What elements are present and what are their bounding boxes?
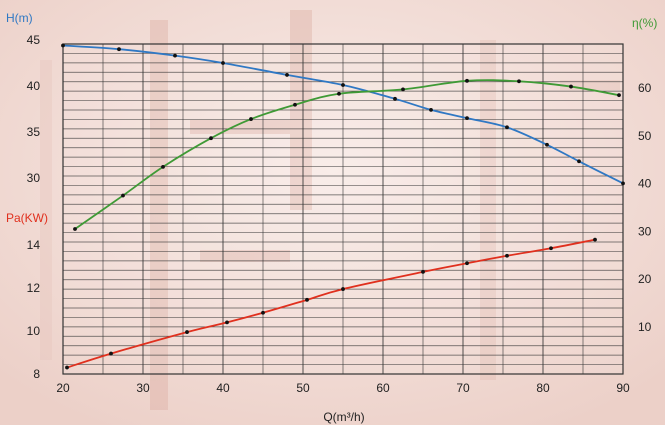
data-point-head: [545, 142, 549, 147]
data-point-efficiency: [73, 227, 77, 231]
data-point-efficiency: [569, 84, 573, 89]
data-point-efficiency: [121, 193, 125, 198]
data-point-head: [221, 61, 225, 65]
efficiency-tick-label: 50: [638, 129, 652, 143]
data-point-efficiency: [517, 79, 521, 84]
data-point-efficiency: [161, 164, 165, 169]
efficiency-tick-label: 20: [638, 272, 652, 286]
data-point-head: [621, 181, 625, 186]
x-tick-label: 30: [136, 381, 150, 395]
series-line-efficiency: [74, 79, 620, 230]
data-point-head: [505, 125, 509, 130]
data-point-power: [109, 351, 113, 356]
data-point-head: [393, 96, 397, 101]
data-point-efficiency: [465, 78, 469, 83]
data-point-efficiency: [209, 136, 213, 141]
x-tick-label: 80: [536, 381, 550, 395]
power-tick-label: 12: [27, 281, 41, 295]
head-tick-label: 40: [27, 79, 41, 93]
data-point-power: [185, 330, 189, 334]
data-point-power: [65, 365, 69, 370]
data-point-power: [261, 310, 265, 315]
data-point-head: [61, 43, 65, 48]
x-tick-label: 40: [216, 381, 230, 395]
data-point-power: [465, 261, 469, 266]
head-tick-label: 30: [27, 171, 41, 185]
efficiency-axis-title: η(%): [632, 16, 657, 30]
data-point-head: [173, 53, 177, 58]
data-point-efficiency: [401, 87, 405, 92]
data-point-power: [305, 297, 309, 302]
head-axis-title: H(m): [6, 11, 33, 25]
data-point-power: [421, 269, 425, 274]
efficiency-tick-label: 10: [638, 320, 652, 334]
data-point-power: [549, 246, 553, 251]
x-tick-label: 70: [456, 381, 470, 395]
data-point-head: [429, 107, 433, 112]
data-point-head: [341, 83, 345, 87]
data-point-head: [577, 159, 581, 164]
efficiency-tick-label: 60: [638, 81, 652, 95]
x-tick-label: 20: [56, 381, 70, 395]
power-tick-label: 14: [27, 238, 41, 252]
efficiency-tick-label: 40: [638, 177, 652, 191]
data-point-efficiency: [249, 117, 253, 121]
x-tick-label: 90: [616, 381, 630, 395]
background-watermark: [40, 10, 620, 410]
data-point-head: [285, 73, 289, 77]
data-point-efficiency: [337, 91, 341, 96]
efficiency-tick-label: 30: [638, 224, 652, 238]
head-tick-label: 45: [27, 33, 41, 47]
x-axis-title: Q(m³/h): [323, 410, 364, 424]
data-point-power: [505, 253, 509, 258]
data-point-power: [341, 287, 345, 291]
data-point-power: [225, 320, 229, 325]
x-tick-label: 60: [376, 381, 390, 395]
power-tick-label: 10: [27, 324, 41, 338]
data-point-efficiency: [293, 102, 297, 107]
head-tick-label: 35: [27, 125, 41, 139]
data-point-power: [593, 237, 597, 242]
power-axis-title: Pa(KW): [6, 211, 48, 225]
data-point-head: [465, 116, 469, 121]
x-tick-label: 50: [296, 381, 310, 395]
power-tick-label: 8: [33, 367, 40, 381]
data-point-efficiency: [617, 93, 621, 98]
data-point-head: [117, 47, 121, 52]
